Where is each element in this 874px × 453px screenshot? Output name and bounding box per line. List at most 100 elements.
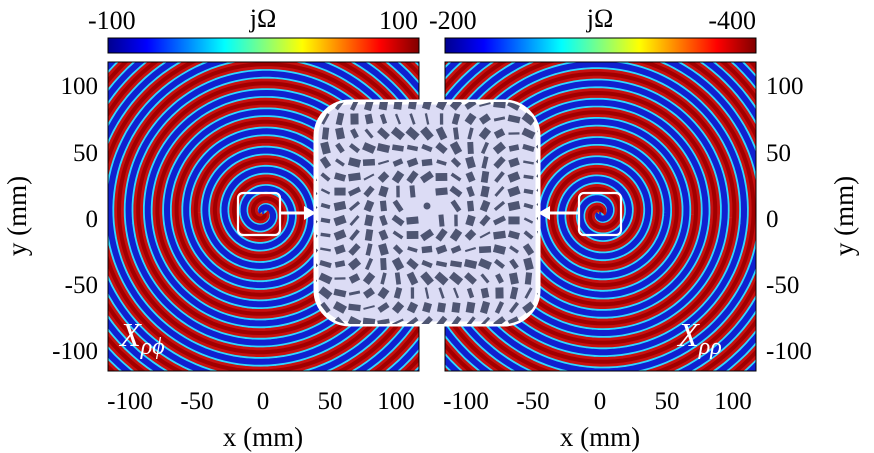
metasurface-patch bbox=[450, 315, 462, 324]
metasurface-patch bbox=[350, 113, 359, 125]
metasurface-patch bbox=[362, 317, 376, 324]
metasurface-patch bbox=[380, 257, 387, 271]
metasurface-patch bbox=[334, 187, 346, 196]
metasurface-patch bbox=[493, 316, 506, 324]
metasurface-patch bbox=[320, 172, 331, 182]
metasurface-patch bbox=[523, 217, 534, 224]
metasurface-patch bbox=[435, 315, 448, 324]
metasurface-patch bbox=[320, 202, 331, 210]
metasurface-patch bbox=[407, 246, 418, 253]
metasurface-patch bbox=[362, 142, 376, 154]
metasurface-patch bbox=[479, 199, 491, 213]
metasurface-patch bbox=[378, 229, 389, 241]
right-x-tick: -100 bbox=[443, 388, 489, 415]
metasurface-patch bbox=[349, 229, 360, 241]
metasurface-patch bbox=[493, 128, 506, 139]
right-y-tick: -100 bbox=[766, 338, 812, 365]
left-colorbar bbox=[107, 37, 420, 54]
metasurface-patch bbox=[453, 287, 460, 299]
metasurface-patch bbox=[451, 113, 461, 125]
metasurface-patch bbox=[467, 127, 474, 140]
metasurface-patch bbox=[507, 200, 521, 212]
metasurface-patch bbox=[493, 200, 506, 212]
right-y-axis-label: y (mm) bbox=[829, 176, 859, 256]
metasurface-patch bbox=[392, 230, 404, 240]
left-colorbar-title: jΩ bbox=[249, 4, 277, 33]
metasurface-patch bbox=[465, 156, 476, 169]
metasurface-patch bbox=[465, 301, 476, 314]
metasurface-patch bbox=[435, 260, 448, 268]
metasurface-patch bbox=[478, 258, 492, 270]
metasurface-patch bbox=[421, 102, 432, 110]
metasurface-patch bbox=[363, 199, 375, 213]
metasurface-patch bbox=[450, 245, 462, 254]
metasurface-patch bbox=[320, 247, 331, 252]
left-x-ticks: -100 -50 0 50 100 bbox=[107, 388, 415, 415]
metasurface-patch bbox=[480, 141, 489, 155]
metasurface-patch bbox=[320, 141, 331, 155]
metasurface-patch bbox=[478, 245, 492, 254]
metasurface-patch bbox=[478, 127, 492, 140]
metasurface-patch bbox=[406, 216, 419, 225]
metasurface-patch bbox=[449, 228, 463, 242]
metasurface-patch bbox=[450, 157, 462, 168]
metasurface-patch bbox=[377, 318, 390, 324]
right-colorbar-min-label: -200 bbox=[429, 6, 477, 35]
metasurface-patch bbox=[479, 300, 491, 314]
metasurface-patch bbox=[348, 273, 361, 284]
metasurface-patch bbox=[507, 171, 521, 183]
metasurface-patch bbox=[379, 200, 388, 212]
metasurface-patch bbox=[435, 102, 448, 111]
spiral-core bbox=[108, 62, 419, 371]
metasurface-patch bbox=[492, 244, 507, 255]
metasurface-patch bbox=[466, 200, 475, 212]
metasurface-patch bbox=[318, 286, 333, 300]
metasurface-patch bbox=[479, 102, 491, 107]
metasurface-patch bbox=[377, 127, 390, 140]
metasurface-patch bbox=[493, 116, 506, 122]
inset-center-dot bbox=[423, 202, 431, 210]
metasurface-patch bbox=[364, 214, 374, 227]
metasurface-patch bbox=[394, 113, 401, 125]
metasurface-patch bbox=[390, 126, 406, 141]
metasurface-patch bbox=[348, 172, 361, 182]
metasurface-patch bbox=[409, 113, 416, 125]
right-component-label: Xρρ bbox=[676, 317, 722, 360]
metasurface-patch bbox=[410, 287, 415, 299]
metasurface-patch bbox=[507, 230, 520, 240]
right-y-tick: 0 bbox=[766, 206, 779, 233]
metasurface-patch bbox=[464, 229, 477, 241]
metasurface-patch bbox=[438, 287, 445, 299]
left-zoom-arrow-head bbox=[304, 206, 316, 220]
metasurface-patch bbox=[321, 113, 330, 125]
metasurface-patch bbox=[393, 102, 403, 110]
metasurface-patch bbox=[523, 174, 534, 180]
left-x-axis-label: x (mm) bbox=[223, 422, 303, 452]
metasurface-patch bbox=[521, 127, 536, 140]
metasurface-patch bbox=[347, 315, 362, 324]
metasurface-patch bbox=[377, 302, 390, 313]
metasurface-patch bbox=[464, 102, 477, 110]
metasurface-patch bbox=[422, 302, 433, 313]
left-component-label: Xρϕ bbox=[118, 317, 165, 360]
metasurface-patch bbox=[406, 144, 419, 152]
metasurface-patch bbox=[421, 245, 433, 254]
metasurface-patch bbox=[465, 316, 476, 324]
metasurface-patch bbox=[421, 84, 433, 96]
metasurface-patch bbox=[479, 214, 491, 227]
metasurface-patch bbox=[508, 157, 520, 168]
metasurface-patch bbox=[450, 172, 462, 182]
metasurface-patch bbox=[454, 214, 458, 227]
metasurface-patch bbox=[364, 128, 374, 139]
metasurface-patch bbox=[452, 127, 460, 140]
metasurface-patch bbox=[347, 157, 362, 168]
right-colorbar bbox=[444, 37, 757, 54]
right-component-base: X bbox=[676, 317, 700, 354]
metasurface-patch bbox=[319, 260, 332, 269]
metasurface-patch bbox=[435, 187, 448, 196]
metasurface-patch bbox=[434, 271, 449, 286]
metasurface-patch bbox=[332, 301, 348, 314]
metasurface-patch bbox=[479, 316, 491, 324]
metasurface-patch bbox=[348, 257, 362, 271]
metasurface-patch bbox=[378, 159, 390, 165]
